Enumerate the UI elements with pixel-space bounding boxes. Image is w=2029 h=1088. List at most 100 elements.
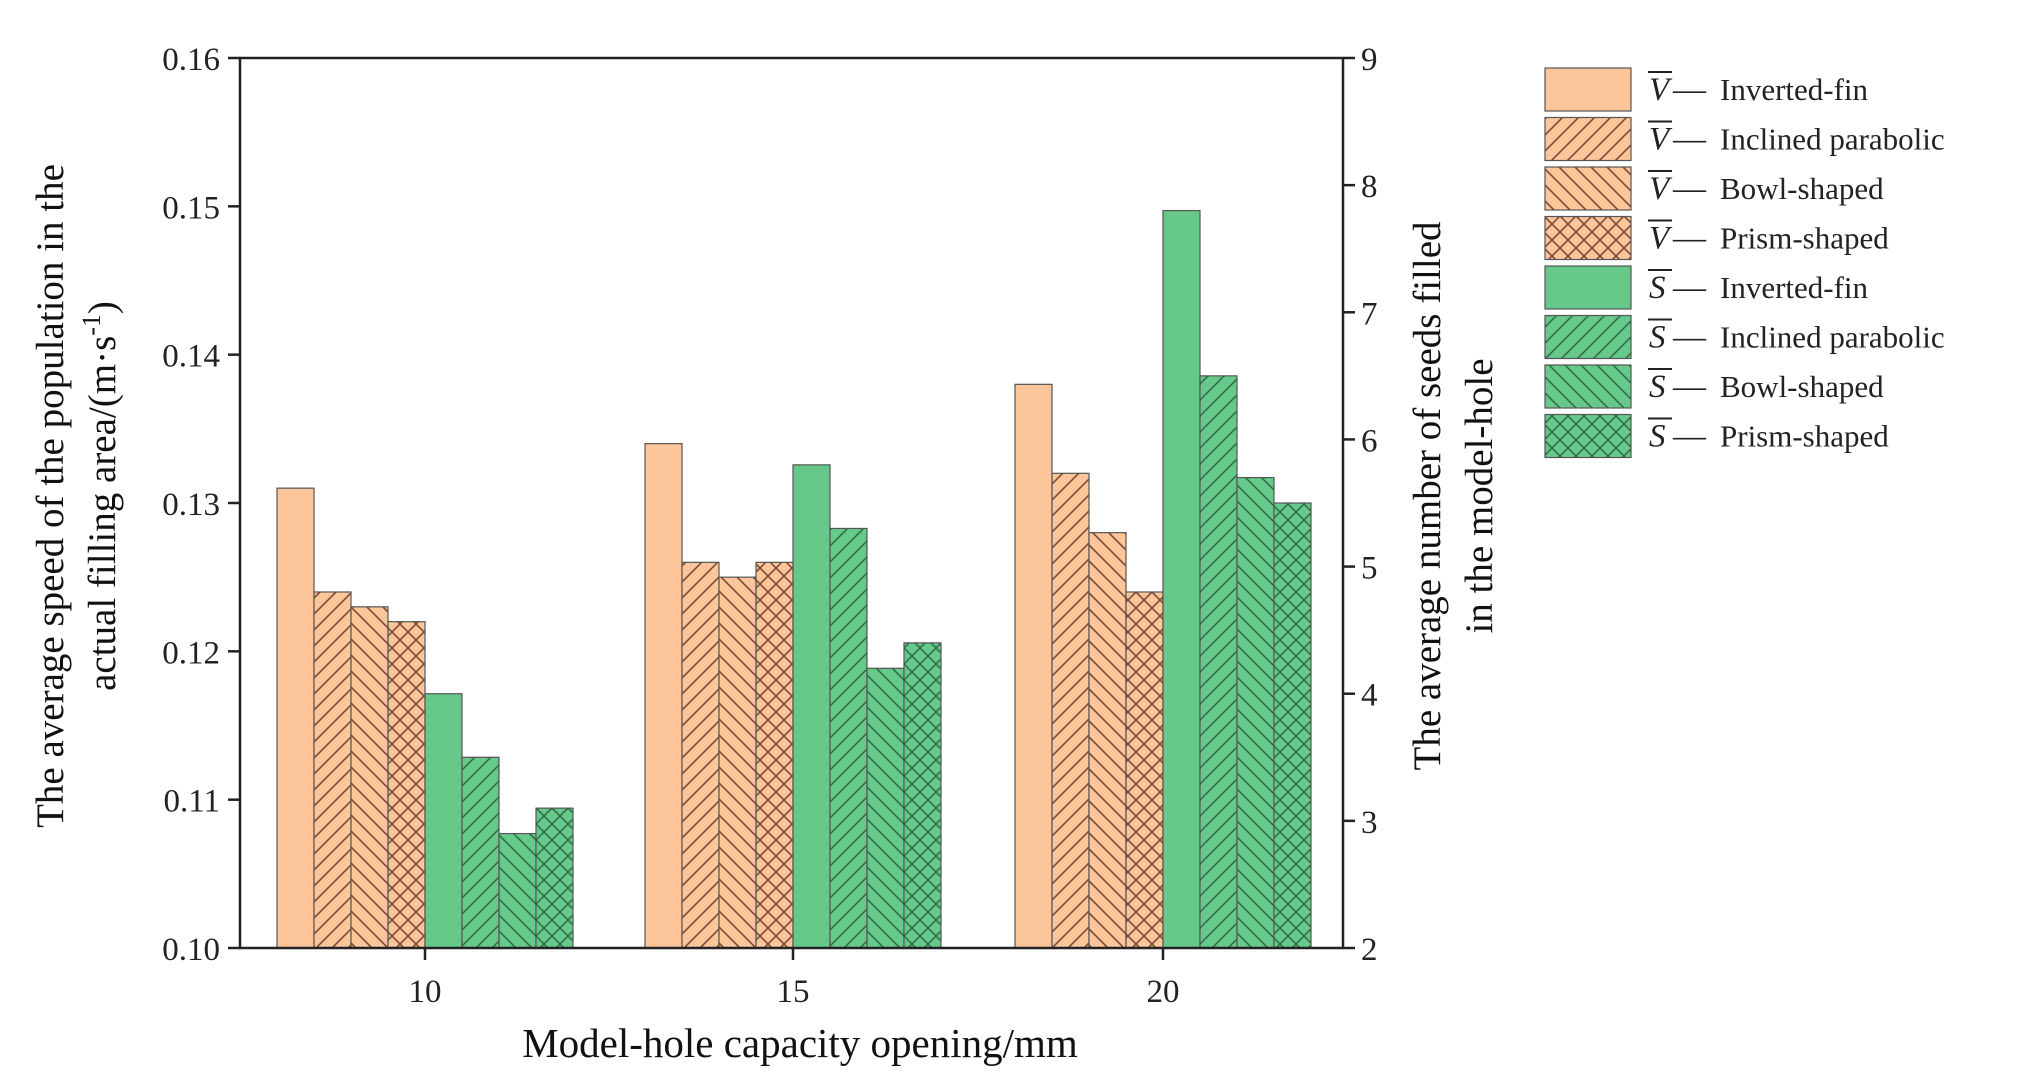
bar-hatch: [756, 562, 793, 948]
legend-item-S-inclined-parabolic: S — Inclined parabolic: [1544, 314, 1945, 360]
legend-label: Prism-shaped: [1720, 419, 1889, 454]
legend-swatch-hatch: [1545, 315, 1631, 359]
y-right-tick-label: 6: [1361, 423, 1378, 459]
y-left-label-suffix: ): [81, 301, 124, 314]
legend-symbol: V: [1649, 72, 1673, 108]
legend-symbol: S: [1649, 369, 1666, 405]
legend-dash: —: [1672, 369, 1707, 405]
bar-fill: [277, 488, 314, 948]
y-right-tick-label: 4: [1361, 678, 1378, 714]
bar-hatch: [1052, 473, 1089, 948]
bar-V-inverted-fin-10: [276, 487, 315, 949]
y-left-tick-label: 0.16: [162, 42, 220, 78]
legend-dash: —: [1672, 171, 1707, 207]
legend-item-V-inclined-parabolic: V — Inclined parabolic: [1544, 116, 1945, 162]
legend-swatch-hatch: [1545, 167, 1631, 210]
y-left-label-sup: -1: [77, 314, 106, 336]
x-tick-label: 20: [1147, 974, 1180, 1010]
bar-hatch: [867, 668, 904, 948]
y-right-tick-label: 2: [1361, 932, 1378, 968]
bar-S-inverted-fin-10: [424, 693, 463, 949]
legend-swatch-outline: [1544, 215, 1632, 261]
legend-item-V-inverted-fin: V — Inverted-fin: [1544, 67, 1869, 112]
x-tick-label: 15: [777, 974, 810, 1010]
bar-hatch: [499, 833, 536, 948]
bar-V-inverted-fin-15: [644, 443, 683, 949]
bar-S-prism-shaped-15: [903, 642, 942, 949]
legend-symbol: V: [1649, 171, 1673, 207]
bar-V-prism-shaped-10: [387, 621, 426, 949]
bar-hatch: [462, 757, 499, 948]
y-right-tick-label: 7: [1361, 296, 1378, 332]
y-left-label-prefix: actual filling area/(m·s: [81, 336, 124, 691]
y-left-tick-label: 0.10: [162, 932, 220, 968]
y-right-tick-label: 9: [1361, 42, 1378, 78]
legend-label: Prism-shaped: [1720, 221, 1889, 256]
y-left-tick-label: 0.11: [163, 784, 220, 820]
legend-swatch-outline: [1544, 364, 1632, 409]
y-right-tick-label: 5: [1361, 551, 1378, 587]
legend-swatch-hatch: [1545, 216, 1631, 260]
y-right-label-line1: The average number of seeds filled: [1406, 221, 1449, 771]
legend-symbol: V: [1649, 122, 1673, 158]
bar-hatch: [1089, 532, 1126, 948]
legend-dash: —: [1672, 221, 1707, 257]
y-right-axis-label: The average number of seeds filled in th…: [1406, 221, 1501, 771]
legend-swatch-outline: [1544, 265, 1632, 310]
bar-S-prism-shaped-20: [1273, 502, 1312, 949]
legend-item-S-bowl-shaped: S — Bowl-shaped: [1544, 364, 1884, 409]
bar-S-bowl-shaped-15: [866, 667, 905, 949]
legend-swatch-outline: [1544, 116, 1632, 162]
legend-swatch-hatch: [1545, 117, 1631, 161]
bar-hatch: [1274, 503, 1311, 948]
bar-S-bowl-shaped-10: [498, 832, 537, 949]
y-right-tick-label: 3: [1361, 805, 1378, 841]
legend-item-S-prism-shaped: S — Prism-shaped: [1544, 413, 1889, 459]
bar-V-inclined-parabolic-10: [313, 591, 352, 949]
bar-fill: [793, 464, 830, 948]
legend-symbol: V: [1649, 221, 1673, 257]
legend-label: Inclined parabolic: [1720, 122, 1945, 157]
bar-hatch: [314, 592, 351, 948]
x-axis: 10 15 20: [409, 948, 1180, 1010]
y-left-label-line2: actual filling area/(m·s-1): [77, 301, 124, 691]
legend-dash: —: [1672, 419, 1707, 455]
bar-hatch: [351, 606, 388, 948]
y-right-label-line2: in the model-hole: [1458, 358, 1501, 633]
bar-hatch: [682, 562, 719, 948]
legend-swatch-outline: [1544, 166, 1632, 211]
y-right-axis: 2 3 4 5 6 7 8 9: [1343, 42, 1378, 968]
legend-label: Bowl-shaped: [1720, 171, 1884, 206]
y-left-label-line1: The average speed of the population in t…: [29, 164, 72, 828]
bar-V-bowl-shaped-20: [1088, 532, 1127, 949]
bar-S-bowl-shaped-20: [1236, 476, 1275, 949]
bar-hatch: [1237, 477, 1274, 948]
legend-swatch-hatch: [1545, 414, 1631, 458]
bar-S-inverted-fin-15: [792, 464, 831, 949]
bar-hatch: [904, 642, 941, 948]
bar-fill: [645, 443, 682, 948]
y-left-tick-label: 0.14: [162, 339, 220, 375]
bar-V-inclined-parabolic-15: [681, 561, 720, 949]
bar-hatch: [1200, 375, 1237, 948]
y-left-tick-label: 0.12: [162, 635, 220, 671]
bar-hatch: [1126, 592, 1163, 948]
legend-label: Bowl-shaped: [1720, 369, 1884, 404]
legend-item-S-inverted-fin: S — Inverted-fin: [1544, 265, 1869, 310]
bar-V-prism-shaped-15: [755, 561, 794, 949]
y-right-tick-label: 8: [1361, 169, 1378, 205]
legend-item-V-prism-shaped: V — Prism-shaped: [1544, 215, 1889, 261]
legend-swatch-outline: [1544, 413, 1632, 459]
bar-hatch: [388, 621, 425, 948]
y-left-axis-label: The average speed of the population in t…: [29, 164, 124, 828]
bar-fill: [1015, 384, 1052, 948]
bar-S-inclined-parabolic-15: [829, 527, 868, 949]
bar-S-inverted-fin-20: [1162, 209, 1201, 949]
legend-swatch-hatch: [1545, 365, 1631, 408]
legend-swatch-outline: [1544, 314, 1632, 360]
bar-S-inclined-parabolic-10: [461, 756, 500, 949]
legend-dash: —: [1672, 72, 1707, 108]
legend-swatch: [1545, 68, 1631, 111]
